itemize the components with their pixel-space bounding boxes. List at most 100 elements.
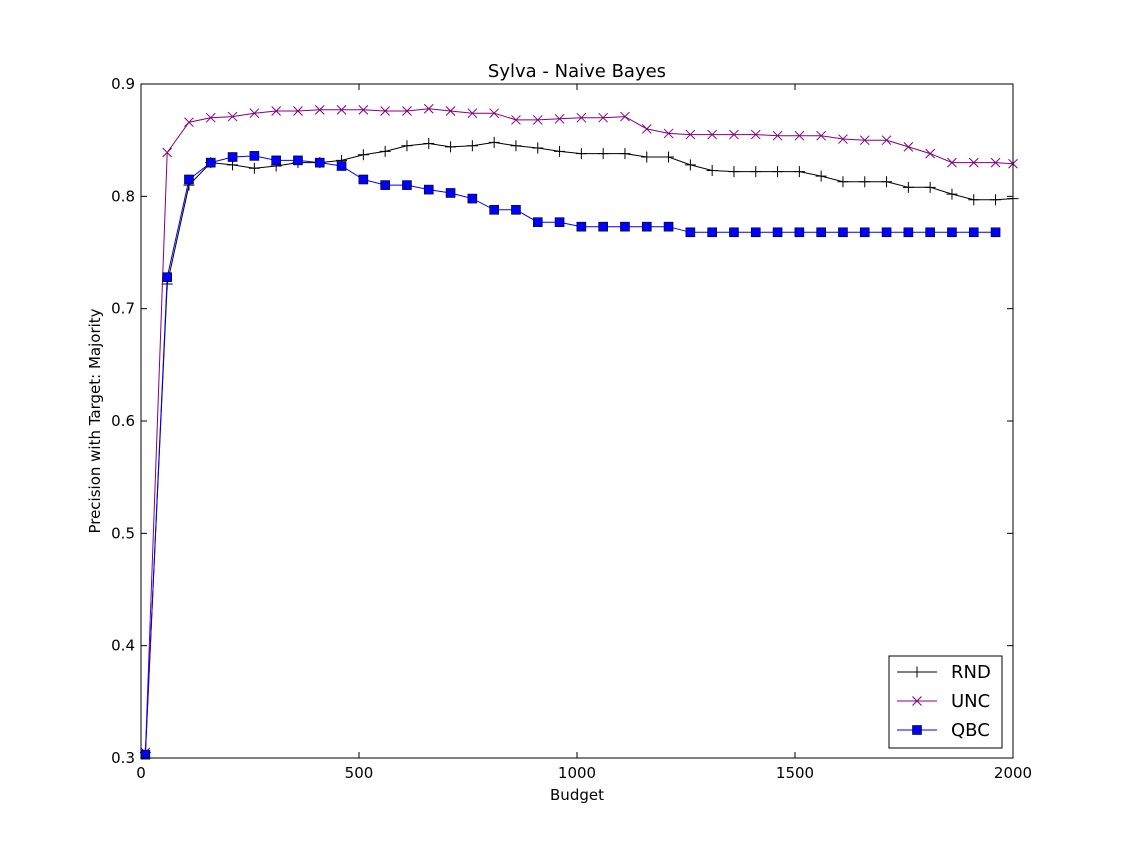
series-rnd [139,136,1019,758]
data-point-rnd [793,166,805,178]
data-point-qbc [227,152,238,162]
data-point-rnd [815,170,827,182]
data-point-unc [554,113,565,124]
data-point-qbc [859,227,870,238]
data-point-qbc [511,205,521,215]
data-point-qbc [314,157,325,168]
data-point-unc [620,111,630,122]
legend-item-qbc: QBC [897,720,990,741]
data-point-unc [598,112,609,123]
data-point-qbc [532,217,543,227]
data-point-rnd [423,138,435,150]
data-point-qbc [554,217,565,227]
data-point-rnd [968,194,980,206]
data-point-rnd [357,149,369,161]
data-point-rnd [641,151,653,163]
data-point-unc [445,106,456,116]
series-line-unc [144,108,1014,753]
data-point-rnd [619,148,631,160]
data-point-unc [641,124,652,134]
data-point-rnd [466,140,478,152]
data-point-qbc [380,180,390,190]
data-point-rnd [445,141,457,153]
data-point-qbc [402,180,412,190]
y-tick-label: 0.7 [111,300,135,318]
data-point-rnd [859,176,871,188]
axis-ticks: 0 500 1000 1500 2000 0.3 0.4 0.5 0.6 0.7 0.8 0.9 [111,75,1032,782]
data-point-qbc [336,161,347,171]
legend-item-rnd: RND [897,662,991,683]
data-point-unc [467,108,478,119]
data-point-unc [750,129,761,140]
data-point-unc [205,112,216,123]
data-point-qbc [816,227,826,238]
data-point-unc [227,111,238,122]
series-qbc [140,151,1001,760]
data-point-qbc [707,227,717,238]
data-point-qbc [205,157,216,168]
y-tick-label: 0.4 [111,637,135,655]
data-point-qbc [162,272,172,283]
data-point-rnd [837,176,849,188]
data-point-qbc [249,151,260,161]
data-point-qbc [663,221,674,232]
data-point-qbc [489,205,499,215]
data-point-rnd [750,166,762,178]
data-point-rnd [706,164,718,176]
data-point-unc [859,135,870,146]
y-axis-label: Precision with Target: Majority [86,308,104,533]
data-point-unc [271,106,282,116]
data-point-unc [663,128,674,139]
data-point-unc [903,142,914,152]
data-point-qbc [467,193,478,204]
data-point-unc [314,104,325,115]
data-point-rnd [728,166,740,178]
data-point-qbc [445,188,456,198]
data-point-unc [162,147,173,158]
data-point-qbc [990,227,1001,238]
data-point-rnd [554,145,566,157]
data-point-rnd [663,151,675,163]
legend-label-qbc: QBC [951,720,990,741]
data-point-unc [685,129,696,140]
data-point-qbc [184,174,194,185]
data-point-qbc [423,184,434,195]
x-tick-label: 500 [345,764,374,782]
data-point-rnd [401,140,413,152]
data-point-unc [184,117,194,128]
data-point-qbc [838,227,848,238]
data-point-qbc [772,227,783,238]
data-point-qbc [271,155,281,166]
data-point-rnd [881,176,893,188]
data-point-qbc [903,227,914,238]
legend-marker-rnd [911,666,923,678]
data-point-unc [990,157,1001,168]
data-point-rnd [772,166,784,178]
legend-marker-qbc [912,725,922,735]
x-tick-label: 1500 [776,764,814,782]
data-point-qbc [794,227,805,238]
series-unc [140,103,1018,758]
data-point-unc [423,103,434,114]
data-point-rnd [248,162,260,174]
data-point-rnd [532,142,544,154]
data-point-unc [358,104,369,115]
data-point-rnd [488,136,500,148]
data-point-qbc [729,227,739,238]
data-point-qbc [947,227,957,238]
y-tick-label: 0.9 [111,75,135,93]
data-point-unc [968,157,979,168]
data-point-unc [838,134,848,144]
data-point-qbc [358,174,369,185]
chart-title: Sylva - Naive Bayes [488,61,666,82]
data-point-qbc [968,227,979,238]
data-point-unc [794,130,805,141]
data-point-unc [816,130,827,141]
series-line-qbc [144,155,996,755]
data-point-unc [729,129,739,140]
data-point-unc [293,106,303,116]
x-axis-label: Budget [550,786,604,804]
data-point-unc [511,115,521,125]
data-point-qbc [881,227,892,238]
